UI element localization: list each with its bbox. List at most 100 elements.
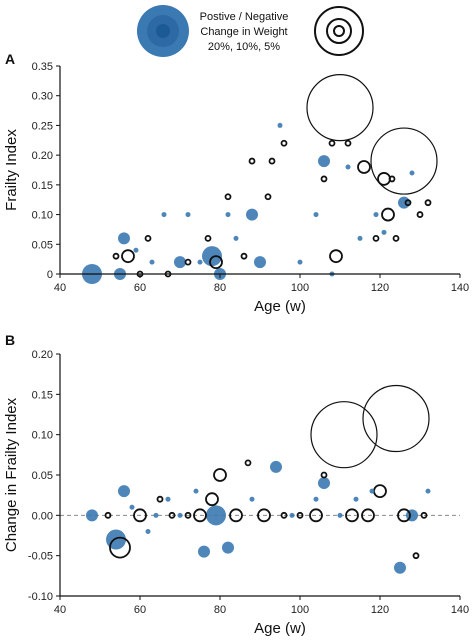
positive-weight-marker bbox=[373, 212, 379, 218]
panel-a: A 40 60 80 100 120 140 0 0.05 0.10 0.15 0.20 0.25 0.… bbox=[3, 51, 469, 315]
negative-weight-marker bbox=[329, 249, 343, 264]
x-axis-title: Age (w) bbox=[254, 620, 306, 637]
negative-weight-marker bbox=[328, 139, 336, 147]
y-tick-label: 0.20 bbox=[32, 349, 53, 361]
y-tick-label: 0.30 bbox=[32, 91, 53, 103]
x-tick-label: 40 bbox=[54, 282, 66, 294]
negative-weight-marker bbox=[420, 511, 428, 519]
positive-weight-marker bbox=[318, 477, 330, 490]
positive-weight-marker bbox=[133, 247, 139, 253]
legend-negative-inner-marker bbox=[333, 25, 345, 37]
negative-weight-marker bbox=[377, 172, 391, 186]
positive-weight-marker bbox=[198, 545, 210, 558]
positive-weight-marker bbox=[177, 512, 183, 518]
y-tick-label: 0.05 bbox=[32, 239, 53, 251]
x-tick-label: 40 bbox=[54, 604, 66, 616]
x-tick-label: 140 bbox=[451, 604, 469, 616]
x-tick-label: 60 bbox=[134, 282, 146, 294]
negative-weight-marker bbox=[168, 511, 176, 519]
positive-weight-marker bbox=[409, 170, 415, 176]
x-tick-label: 120 bbox=[371, 282, 389, 294]
negative-weight-marker bbox=[344, 139, 352, 147]
x-tick-label: 100 bbox=[291, 282, 309, 294]
negative-weight-marker bbox=[209, 255, 223, 270]
positive-weight-marker bbox=[313, 212, 319, 218]
positive-weight-marker bbox=[297, 259, 303, 265]
negative-weight-marker bbox=[280, 511, 288, 519]
legend: Postive / Negative Change in Weight 20%,… bbox=[137, 5, 364, 57]
positive-weight-marker bbox=[394, 561, 406, 574]
x-tick-label: 60 bbox=[134, 604, 146, 616]
positive-weight-marker bbox=[165, 496, 171, 502]
positive-weight-marker bbox=[197, 259, 203, 265]
positive-weight-marker bbox=[161, 212, 167, 218]
positive-weight-marker bbox=[222, 541, 234, 554]
negative-weight-marker bbox=[361, 508, 375, 523]
legend-line-3: 20%, 10%, 5% bbox=[208, 41, 280, 53]
positive-weight-marker bbox=[225, 212, 231, 218]
negative-weight-marker bbox=[204, 234, 212, 242]
positive-weight-marker bbox=[145, 528, 151, 534]
y-tick-label: -0.10 bbox=[28, 591, 53, 603]
x-tick-label: 120 bbox=[371, 604, 389, 616]
panel-a-letter: A bbox=[5, 51, 15, 67]
panel-b: B 40 60 80 100 120 140 -0.10 -0.05 0.00 0.05 0.10 0… bbox=[3, 332, 469, 637]
negative-weight-marker bbox=[320, 471, 328, 479]
negative-weight-marker bbox=[345, 508, 359, 523]
y-tick-label: 0.35 bbox=[32, 61, 53, 73]
y-tick-label: 0.00 bbox=[32, 510, 53, 522]
negative-weight-marker bbox=[388, 175, 396, 183]
negative-weight-marker bbox=[144, 234, 152, 242]
negative-weight-marker bbox=[224, 193, 232, 201]
legend-line-1: Postive / Negative bbox=[200, 11, 289, 23]
negative-weight-marker bbox=[112, 252, 120, 260]
positive-weight-marker bbox=[254, 256, 266, 269]
positive-weight-marker bbox=[353, 496, 359, 502]
panel-b-axes: 40 60 80 100 120 140 -0.10 -0.05 0.00 0.05 0.10 0.1… bbox=[3, 349, 469, 637]
positive-weight-marker bbox=[118, 232, 130, 245]
negative-weight-marker bbox=[184, 511, 192, 519]
positive-weight-marker bbox=[345, 164, 351, 170]
positive-weight-marker bbox=[357, 235, 363, 241]
positive-weight-marker bbox=[318, 155, 330, 168]
positive-weight-marker bbox=[185, 212, 191, 218]
negative-weight-marker bbox=[240, 252, 248, 260]
y-tick-label: 0.15 bbox=[32, 180, 53, 192]
negative-weight-marker bbox=[309, 508, 323, 523]
positive-weight-marker bbox=[369, 488, 375, 494]
positive-weight-marker bbox=[202, 246, 222, 267]
negative-weight-marker bbox=[416, 211, 424, 218]
y-tick-label: 0.20 bbox=[32, 150, 53, 162]
positive-weight-marker bbox=[233, 235, 239, 241]
y-axis-title: Frailty Index bbox=[3, 129, 20, 211]
panel-b-letter: B bbox=[5, 332, 15, 348]
positive-weight-marker bbox=[277, 122, 283, 128]
positive-weight-marker bbox=[249, 496, 255, 502]
negative-weight-marker bbox=[381, 207, 395, 222]
negative-weight-marker bbox=[104, 511, 112, 519]
negative-weight-marker bbox=[264, 193, 272, 201]
positive-weight-marker bbox=[106, 529, 126, 550]
y-axis-title: Change in Frailty Index bbox=[3, 397, 20, 552]
panel-a-marks bbox=[82, 73, 438, 284]
positive-weight-marker bbox=[129, 504, 135, 510]
negative-weight-marker bbox=[257, 508, 271, 523]
negative-weight-marker bbox=[412, 552, 420, 560]
panel-b-marks bbox=[60, 384, 460, 574]
legend-positive-inner-marker bbox=[156, 24, 170, 38]
positive-weight-marker bbox=[425, 488, 431, 494]
negative-weight-marker bbox=[357, 160, 371, 174]
y-tick-label: 0.10 bbox=[32, 430, 53, 442]
positive-weight-marker bbox=[246, 208, 258, 221]
negative-weight-marker bbox=[424, 199, 432, 207]
negative-weight-marker bbox=[205, 492, 219, 507]
negative-weight-marker bbox=[404, 199, 412, 207]
negative-weight-marker bbox=[372, 234, 380, 242]
negative-weight-marker bbox=[268, 157, 276, 165]
negative-weight-marker bbox=[229, 508, 243, 523]
y-tick-label: -0.05 bbox=[28, 551, 53, 563]
negative-weight-marker bbox=[362, 384, 430, 453]
negative-weight-marker bbox=[320, 175, 328, 183]
negative-weight-marker bbox=[156, 495, 164, 503]
